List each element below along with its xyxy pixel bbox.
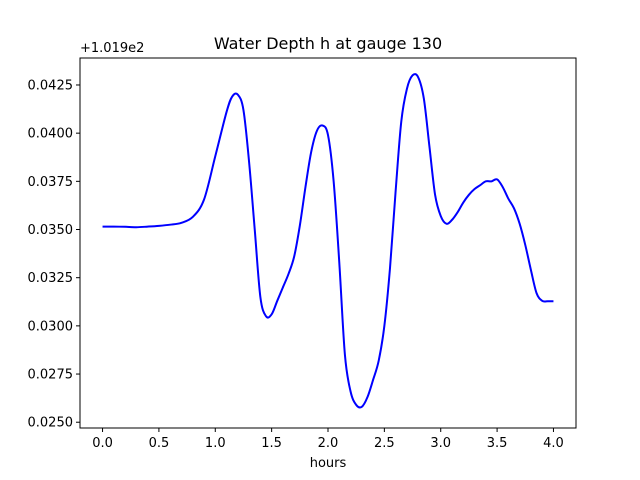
axis-ticks: 0.0 0.5 1.0 1.5 2.0 2.5 3.0 3.5 4.0 0.0250 0.0275 0… [28,78,564,451]
x-tick-label: 1.5 [261,436,282,451]
series-line [102,73,554,409]
x-axis-label: hours [310,456,347,471]
x-tick-label: 4.0 [543,436,564,451]
y-tick-label: 0.0350 [28,223,74,238]
axes-frame [79,57,577,429]
x-tick-label: 3.0 [430,436,451,451]
y-tick-label: 0.0425 [28,78,74,93]
chart-title: Water Depth h at gauge 130 [214,34,442,53]
x-tick-label: 0.0 [92,436,113,451]
y-tick-label: 0.0275 [28,368,74,383]
y-tick-label: 0.0325 [28,271,74,286]
x-tick-label: 1.0 [205,436,226,451]
x-tick-label: 2.5 [374,436,395,451]
y-tick-label: 0.0300 [28,319,74,334]
y-tick-label: 0.0375 [28,175,74,190]
y-offset-label: +1.019e2 [80,41,144,56]
x-tick-label: 0.5 [149,436,170,451]
y-tick-label: 0.0400 [28,127,74,142]
x-tick-label: 3.5 [487,436,508,451]
plot-area [102,73,554,409]
x-tick-label: 2.0 [318,436,339,451]
y-tick-label: 0.0250 [28,416,74,431]
